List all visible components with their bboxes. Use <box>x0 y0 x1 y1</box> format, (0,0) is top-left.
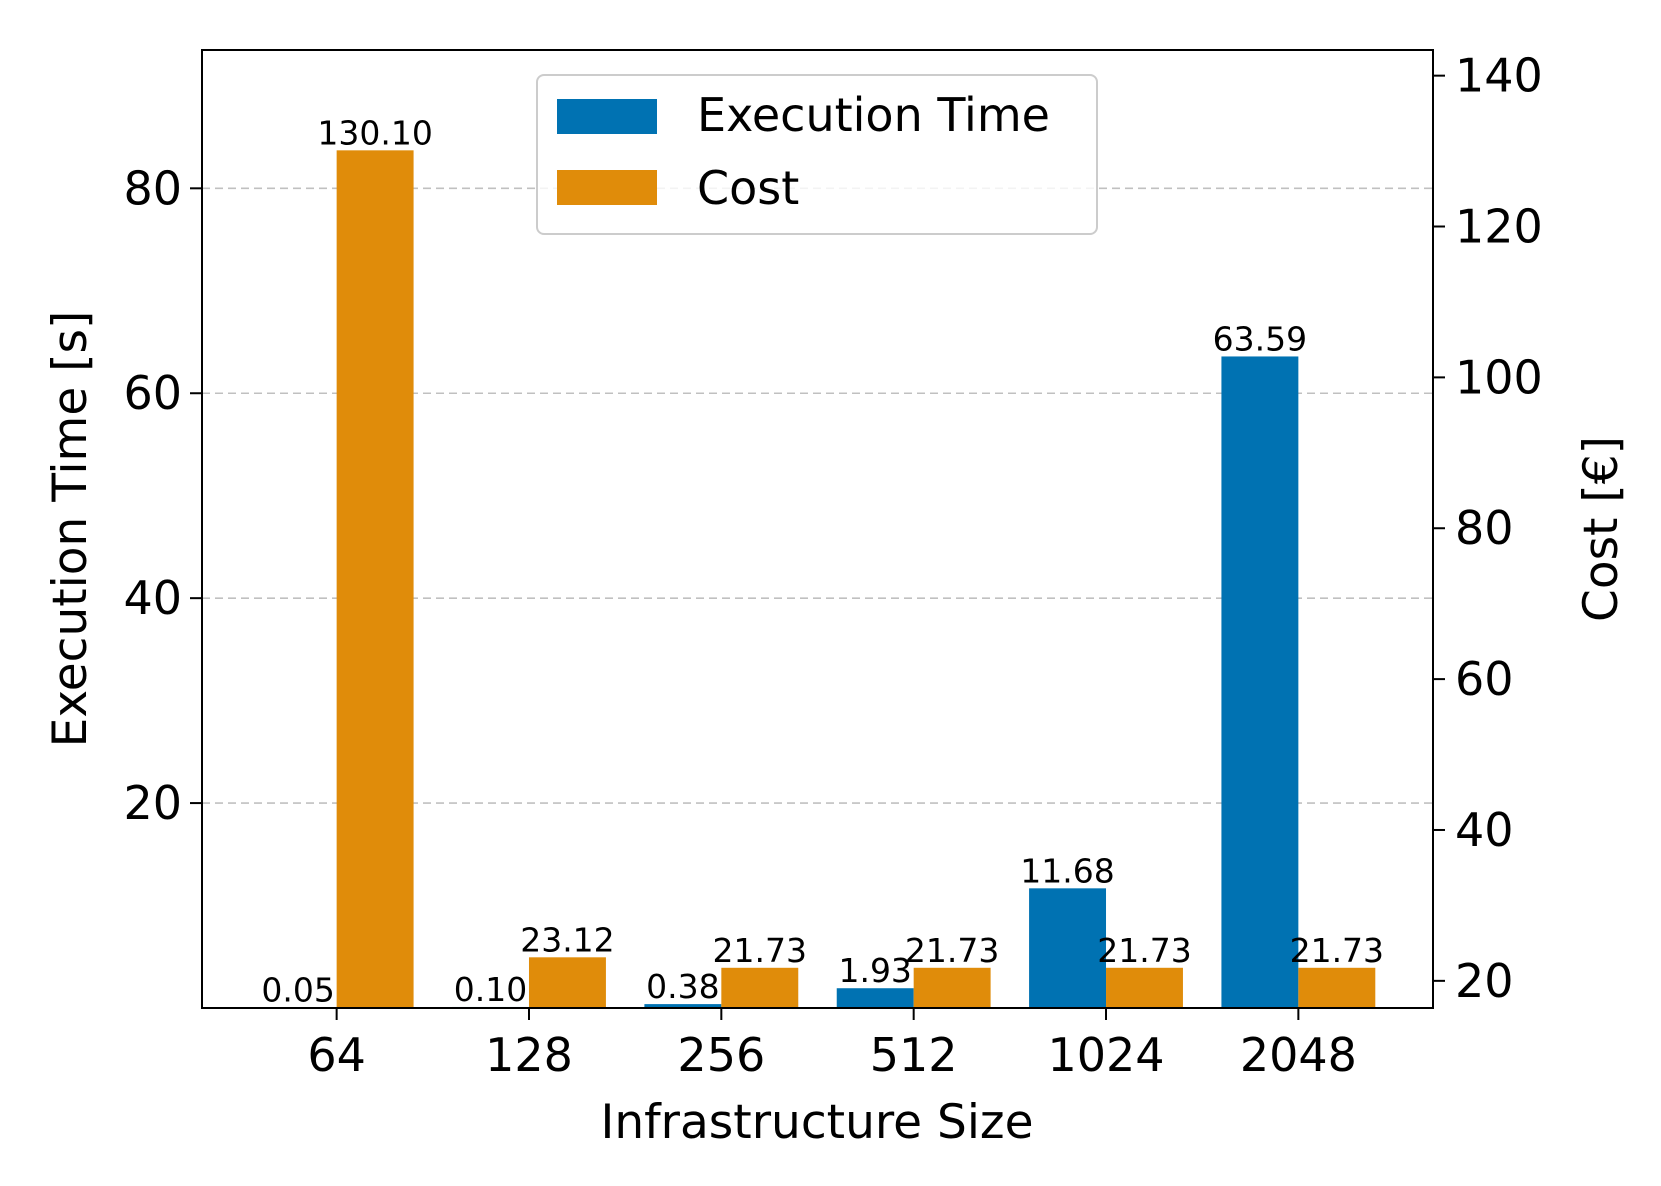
bar-cost-2048 <box>1298 967 1376 1008</box>
bar-label-cost-256: 21.73 <box>713 931 807 970</box>
x-tick-label-64: 64 <box>307 1028 366 1082</box>
bar-label-cost-64: 130.10 <box>317 113 432 152</box>
bar-label-cost-2048: 21.73 <box>1290 931 1384 970</box>
right-tick-label-140: 140 <box>1455 49 1543 103</box>
right-tick-label-20: 20 <box>1455 954 1514 1008</box>
bar-value-labels: 0.05 0.10 0.38 1.93 11.68 63.59 130.10 23.12 21.… <box>261 113 1384 1009</box>
bar-label-cost-1024: 21.73 <box>1097 931 1191 970</box>
legend-swatch-cost <box>557 170 657 205</box>
x-tick-label-2048: 2048 <box>1240 1028 1357 1082</box>
bar-label-execution-time-128: 0.10 <box>454 970 527 1009</box>
x-tick-label-1024: 1024 <box>1047 1028 1164 1082</box>
bar-execution-time-256 <box>644 1004 722 1008</box>
left-tick-label-80: 80 <box>123 161 182 215</box>
bar-label-cost-128: 23.12 <box>520 920 614 959</box>
legend-swatch-execution-time <box>557 99 657 134</box>
legend-label-execution-time: Execution Time <box>697 88 1050 142</box>
bar-label-execution-time-512: 1.93 <box>838 951 911 990</box>
bar-label-execution-time-2048: 63.59 <box>1213 319 1307 358</box>
x-tick-label-128: 128 <box>485 1028 573 1082</box>
legend-label-cost: Cost <box>697 161 799 215</box>
bar-execution-time-512 <box>836 988 914 1008</box>
bar-execution-time-2048 <box>1221 356 1299 1009</box>
bar-label-execution-time-1024: 11.68 <box>1020 851 1114 890</box>
right-tick-label-120: 120 <box>1455 200 1543 254</box>
left-y-axis: 20 40 60 80 <box>123 161 202 830</box>
right-tick-label-60: 60 <box>1455 652 1514 706</box>
left-y-axis-label: Execution Time [s] <box>43 311 98 748</box>
right-y-axis: 20 40 60 80 100 120 140 <box>1433 49 1543 1008</box>
bar-execution-time-1024 <box>1029 888 1107 1008</box>
bar-label-execution-time-256: 0.38 <box>646 967 719 1006</box>
left-tick-label-60: 60 <box>123 366 182 420</box>
x-tick-label-512: 512 <box>870 1028 958 1082</box>
x-axis-label: Infrastructure Size <box>600 1095 1033 1150</box>
bars <box>259 150 1376 1009</box>
right-tick-label-100: 100 <box>1455 350 1543 404</box>
bar-cost-64 <box>336 150 414 1008</box>
x-tick-label-256: 256 <box>677 1028 765 1082</box>
bar-label-cost-512: 21.73 <box>905 931 999 970</box>
x-axis: 64 128 256 512 1024 2048 <box>307 1008 1357 1082</box>
bar-cost-1024 <box>1106 967 1183 1008</box>
bar-cost-512 <box>913 967 991 1008</box>
left-tick-label-20: 20 <box>123 776 182 830</box>
bar-cost-128 <box>528 957 606 1008</box>
legend: Execution Time Cost <box>536 74 1098 235</box>
right-tick-label-80: 80 <box>1455 501 1514 555</box>
right-tick-label-40: 40 <box>1455 803 1514 857</box>
legend-box <box>536 74 1098 235</box>
left-tick-label-40: 40 <box>123 571 182 625</box>
right-y-axis-label: Cost [€] <box>1574 436 1629 622</box>
bar-label-execution-time-64: 0.05 <box>261 970 334 1009</box>
bar-cost-256 <box>721 967 799 1008</box>
